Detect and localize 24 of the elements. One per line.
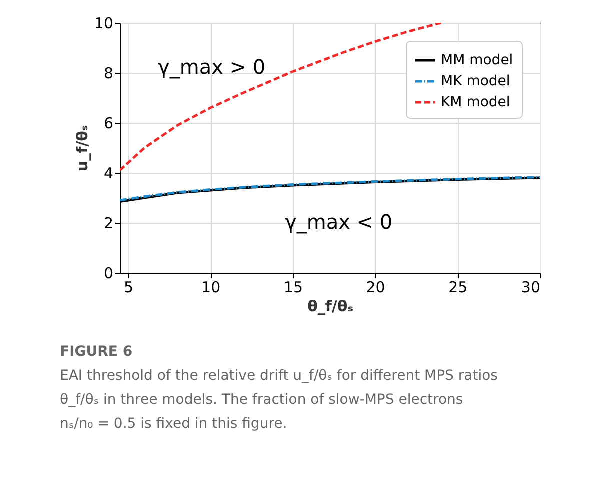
line-series	[120, 23, 442, 172]
x-tick-label: 30	[521, 278, 540, 296]
y-tick-label: 0	[104, 264, 114, 282]
y-axis-title: u_f/θₛ	[73, 125, 92, 172]
annotation: γ_max < 0	[285, 210, 393, 234]
y-tick-label: 6	[104, 114, 114, 132]
caption: FIGURE 6	[60, 344, 133, 360]
x-tick-label: 15	[284, 278, 303, 296]
x-tick-label: 25	[448, 278, 468, 296]
legend-label: MM model	[441, 52, 514, 68]
legend-label: KM model	[441, 94, 510, 110]
text: nₛ/n₀ = 0.5 is fixed in this figure.	[60, 416, 288, 432]
x-tick-label: 5	[124, 278, 134, 296]
y-tick-label: 8	[104, 64, 114, 82]
legend-label: MK model	[441, 74, 510, 90]
x-axis-title: θ_f/θₛ	[308, 298, 354, 316]
x-tick-label: 10	[202, 278, 221, 296]
y-tick-label: 4	[104, 164, 114, 182]
text: EAI threshold of the relative drift u_f/θₛ for different MPS ratios	[60, 368, 498, 384]
x-tick-label: 20	[366, 278, 386, 296]
y-tick-label: 2	[104, 214, 114, 232]
text: θ_f/θₛ in three models. The fraction of slow-MPS electrons	[60, 392, 464, 408]
y-tick-label: 10	[94, 14, 114, 32]
annotation: γ_max > 0	[158, 55, 266, 79]
